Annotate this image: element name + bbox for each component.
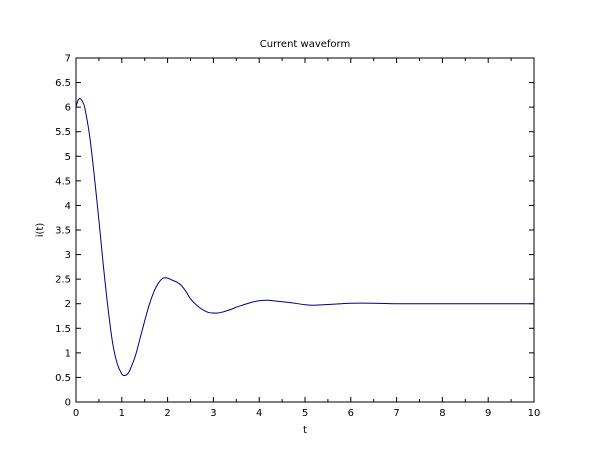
y-axis: 0 0.5 1 1.5 2 2.5 3 3.5 4 4.5 5 5.5 6 6.5 7 [55,54,534,409]
x-tick-label: 3 [210,408,216,419]
y-tick-label: 3 [65,250,71,261]
y-tick-label: 5 [65,152,71,163]
y-tick-label: 3.5 [55,226,71,237]
y-tick-label: 7 [65,54,71,65]
series-line [75,98,534,377]
y-tick-label: 0 [65,398,71,409]
x-tick-label: 2 [164,408,170,419]
x-tick-label: 0 [73,408,79,419]
y-tick-label: 4.5 [55,176,71,187]
y-tick-label: 2 [65,299,71,310]
plot-frame [75,57,535,403]
y-tick-label: 1 [65,348,71,359]
x-tick-label: 1 [119,408,125,419]
x-tick-label: 10 [528,408,541,419]
y-tick-label: 1.5 [55,324,71,335]
y-tick-label: 6.5 [55,78,71,89]
y-tick-label: 2.5 [55,275,71,286]
y-tick-label: 0.5 [55,373,71,384]
y-tick-label: 6 [65,103,71,114]
x-tick-label: 6 [348,408,354,419]
x-tick-label: 8 [439,408,445,419]
y-tick-label: 5.5 [55,127,71,138]
x-tick-label: 7 [393,408,399,419]
x-tick-label: 9 [485,408,491,419]
x-axis: 0 1 2 3 4 5 6 7 8 9 10 [73,58,541,419]
x-axis-label: t [303,425,307,436]
x-tick-label: 5 [302,408,308,419]
y-axis-label: i(t) [35,223,46,238]
chart-title: Current waveform [260,39,350,50]
x-tick-label: 4 [256,408,262,419]
y-tick-label: 4 [65,201,71,212]
